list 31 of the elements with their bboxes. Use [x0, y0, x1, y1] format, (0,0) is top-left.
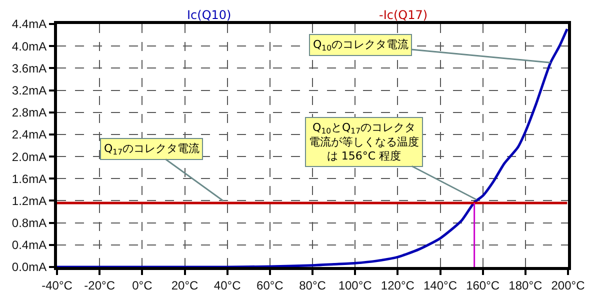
x-tick-label: -20°C [84, 278, 116, 292]
y-tick-label: 1.2mA [12, 194, 47, 208]
text: -Ic(Q17) [379, 8, 428, 22]
text: Ic(Q10) [187, 8, 232, 22]
y-tick-label: 3.2mA [12, 83, 47, 98]
x-tick-label: 160°C [466, 278, 500, 292]
annotation: Q$_{10}$のコレクタ電流 [313, 38, 408, 52]
y-tick-label: 2.4mA [12, 128, 47, 142]
x-tick-label: 20°C [171, 278, 198, 292]
y-tick-label: 2.0mA [12, 150, 47, 164]
y-tick-label: 4.0mA [12, 39, 47, 54]
y-tick-label: 2.8mA [12, 106, 47, 120]
x-tick-label: 80°C [299, 278, 326, 292]
annotation: Q$_{17}$のコレクタ電流 [104, 142, 200, 156]
y-tick-label: 4.4mA [12, 17, 47, 32]
x-tick-label: 200°C [551, 278, 586, 292]
y-tick-label: 1.6mA [12, 172, 47, 186]
x-tick-label: 180°C [508, 278, 542, 292]
line-series [57, 28, 568, 267]
x-tick-label: 40°C [214, 278, 242, 292]
y-tick-label: 3.6mA [12, 61, 47, 76]
x-tick-label: -40°C [42, 278, 73, 292]
annotation: Q$_{10}$とQ$_{17}$のコレクタ電流が等しくなる温度は 156°C 程度 [309, 121, 419, 163]
x-tick-label: 120°C [380, 278, 415, 292]
x-tick-label: 100°C [338, 278, 372, 292]
y-tick-label: 0.8mA [12, 216, 47, 230]
x-tick-label: 0°C [132, 278, 153, 292]
x-tick-label: 60°C [256, 278, 284, 292]
y-tick-label: 0.4mA [12, 238, 47, 252]
x-tick-label: 140°C [424, 278, 458, 292]
y-tick-label: 0.0mA [12, 260, 47, 274]
